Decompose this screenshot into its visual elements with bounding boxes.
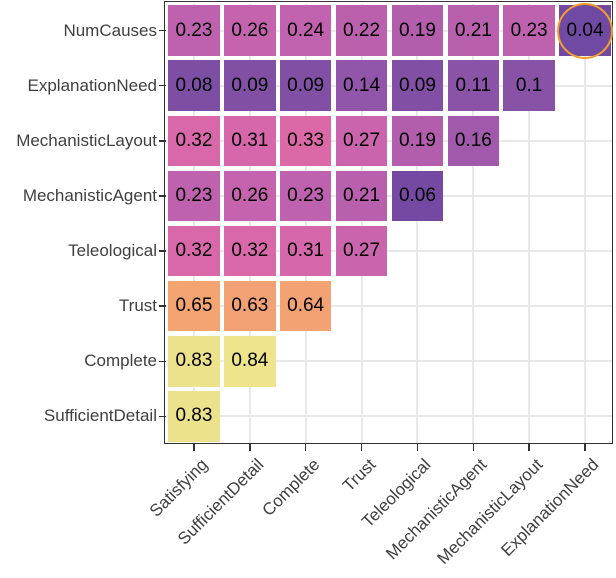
heatmap-cell: 0.16 xyxy=(447,115,500,167)
heatmap-cell: 0.21 xyxy=(335,170,388,222)
x-axis-tick xyxy=(528,444,530,451)
x-axis-tick xyxy=(360,444,363,451)
y-axis-tick xyxy=(159,140,166,142)
panel-gridline-horizontal xyxy=(167,250,612,253)
heatmap-cell: 0.1 xyxy=(503,60,555,111)
y-axis-label: Trust xyxy=(118,296,157,316)
heatmap-cell: 0.22 xyxy=(335,5,388,56)
panel-gridline-horizontal xyxy=(167,139,612,142)
heatmap-cell: 0.23 xyxy=(168,170,220,222)
heatmap-cell: 0.27 xyxy=(335,115,388,167)
panel-gridline-vertical xyxy=(416,4,419,443)
heatmap-cell: 0.23 xyxy=(168,5,220,56)
heatmap-cell: 0.19 xyxy=(391,115,444,167)
y-axis-label: Complete xyxy=(84,351,157,371)
heatmap-cell: 0.09 xyxy=(279,60,332,111)
heatmap-cell: 0.32 xyxy=(224,225,276,277)
panel-gridline-horizontal xyxy=(167,415,612,418)
heatmap-cell: 0.06 xyxy=(391,170,444,222)
heatmap-cell: 0.65 xyxy=(168,280,220,332)
heatmap-cell: 0.19 xyxy=(391,5,444,56)
heatmap-cell: 0.26 xyxy=(224,5,276,56)
y-axis-tick xyxy=(159,250,166,252)
panel-gridline-horizontal xyxy=(167,194,612,197)
panel-gridline-vertical xyxy=(528,4,531,443)
y-axis-tick xyxy=(159,84,166,87)
panel-gridline-vertical xyxy=(472,4,475,443)
y-axis-tick xyxy=(159,195,166,197)
heatmap-cell: 0.32 xyxy=(168,115,220,167)
x-axis-tick xyxy=(416,444,419,451)
heatmap-cell: 0.11 xyxy=(447,60,500,111)
heatmap-cell: 0.63 xyxy=(224,280,276,332)
y-axis-tick xyxy=(159,360,166,363)
panel-gridline-vertical xyxy=(192,4,195,443)
heatmap-cell: 0.14 xyxy=(335,60,388,111)
x-axis-tick xyxy=(472,444,475,451)
x-axis-label: Satisfying xyxy=(145,455,212,521)
x-axis-tick xyxy=(584,444,586,451)
y-axis-tick xyxy=(159,415,166,418)
heatmap-cell: 0.24 xyxy=(279,5,332,56)
heatmap-cell: 0.31 xyxy=(224,115,276,167)
panel-gridline-vertical xyxy=(360,4,363,443)
heatmap-cell: 0.21 xyxy=(447,5,500,56)
panel-gridline-vertical xyxy=(304,4,307,443)
heatmap-cell: 0.09 xyxy=(391,60,444,111)
y-axis-label: MechanisticAgent xyxy=(22,185,157,205)
heatmap-cell: 0.83 xyxy=(168,335,220,387)
y-axis-tick xyxy=(159,29,166,32)
heatmap-cell: 0.23 xyxy=(279,170,332,222)
panel-gridline-vertical xyxy=(248,4,251,443)
panel-gridline-vertical xyxy=(584,4,587,443)
panel-gridline-horizontal xyxy=(167,305,612,308)
heatmap-cell: 0.26 xyxy=(224,170,276,222)
y-axis-label: Teleological xyxy=(68,241,157,261)
x-axis-tick xyxy=(304,444,307,451)
heatmap-cell: 0.09 xyxy=(224,60,276,111)
panel-gridline-horizontal xyxy=(167,360,612,363)
heatmap-cell: 0.27 xyxy=(335,225,388,277)
y-axis-label: SufficientDetail xyxy=(43,406,157,426)
y-axis-label: MechanisticLayout xyxy=(16,130,157,150)
panel-gridline-horizontal xyxy=(167,84,612,87)
panel-gridline-horizontal xyxy=(167,29,612,32)
heatmap-cell: 0.23 xyxy=(503,5,555,56)
heatmap-cell: 0.33 xyxy=(279,115,332,167)
y-axis-label: NumCauses xyxy=(63,20,157,40)
heatmap-cell: 0.83 xyxy=(168,391,220,442)
heatmap-cell: 0.84 xyxy=(224,335,276,387)
y-axis-tick xyxy=(159,305,166,307)
y-axis-label: ExplanationNeed xyxy=(27,75,157,95)
heatmap-cell: 0.04 xyxy=(559,5,611,56)
heatmap-cell: 0.31 xyxy=(279,225,332,277)
heatmap-cell: 0.64 xyxy=(279,280,332,332)
x-axis-tick xyxy=(249,444,251,451)
heatmap-cell: 0.32 xyxy=(168,225,220,277)
heatmap-cell: 0.08 xyxy=(168,60,220,111)
x-axis-tick xyxy=(193,444,195,451)
